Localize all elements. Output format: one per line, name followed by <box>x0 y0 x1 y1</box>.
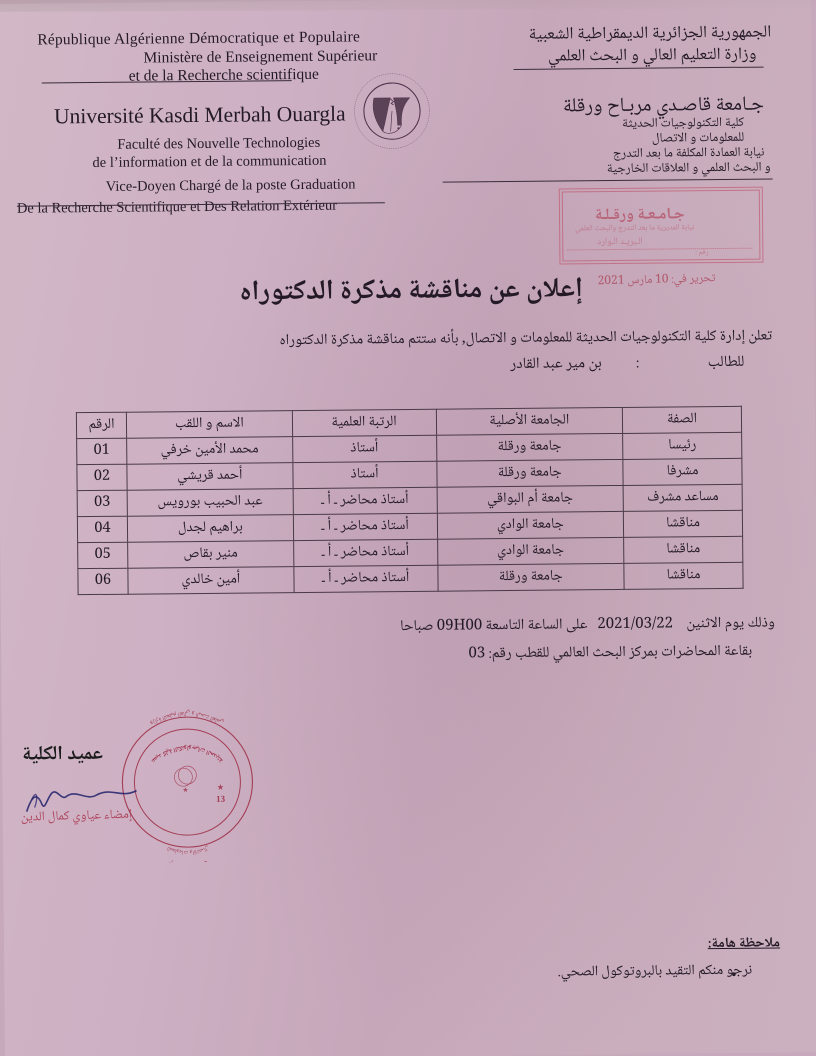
svg-text:وزارة التعليم العالي و البحث ا: وزارة التعليم العالي و البحث العلمي <box>148 708 226 729</box>
svg-text:★: ★ <box>217 783 224 792</box>
svg-text:عميد كلية التكنولوجيات الحديثة: عميد كلية التكنولوجيات الحديثة <box>147 741 227 766</box>
svg-text:★: ★ <box>182 786 188 794</box>
svg-text:13: 13 <box>216 794 226 804</box>
